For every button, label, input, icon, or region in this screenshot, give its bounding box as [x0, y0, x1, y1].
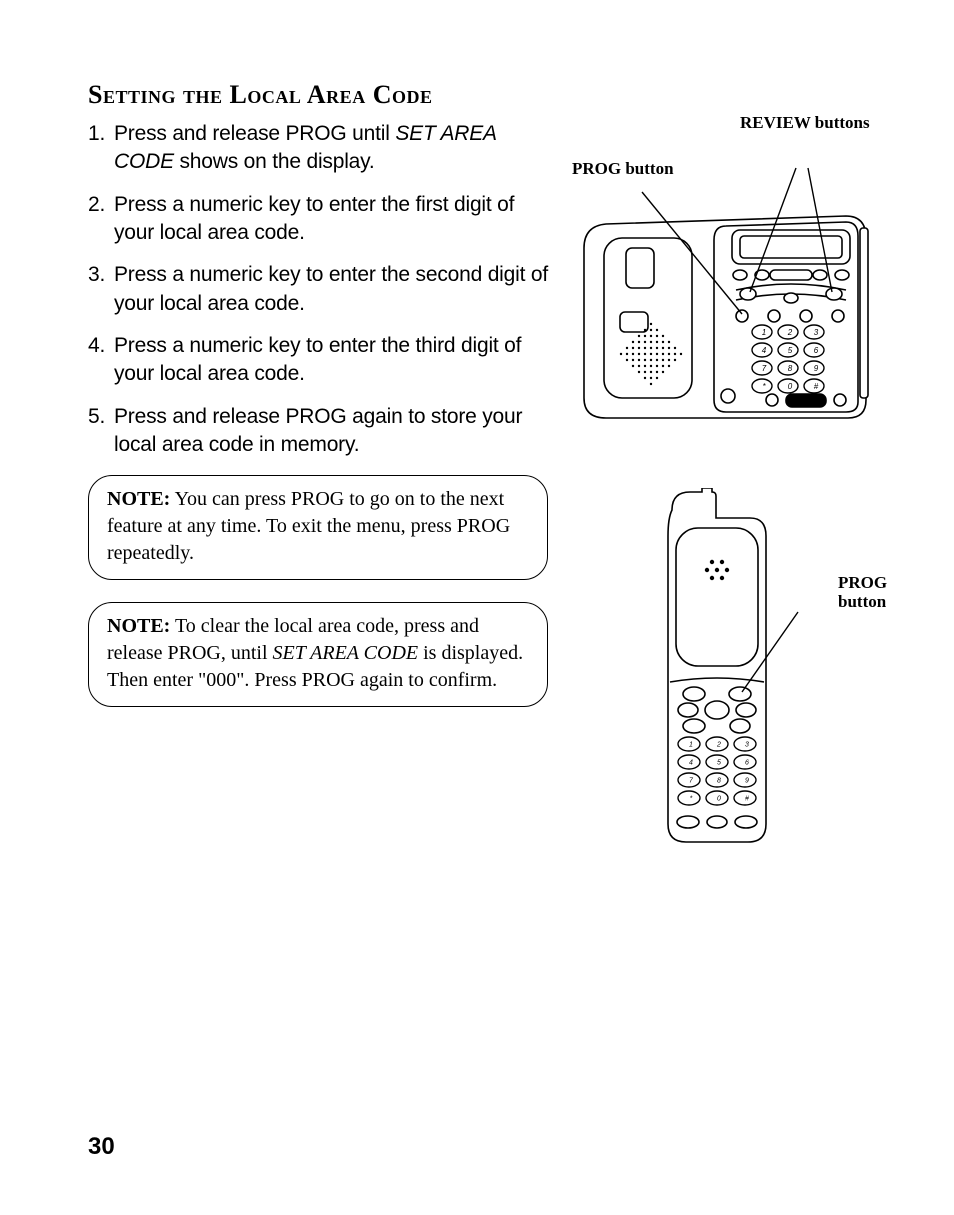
svg-text:6: 6: [745, 760, 749, 767]
svg-text:8: 8: [717, 778, 721, 785]
step-text-pre: Press and release PROG until: [114, 122, 395, 145]
svg-text:6: 6: [814, 346, 819, 355]
step-body: Press a numeric key to enter the first d…: [114, 191, 548, 248]
svg-text:*: *: [690, 796, 693, 803]
svg-text:#: #: [814, 382, 819, 391]
svg-text:3: 3: [745, 742, 749, 749]
svg-text:7: 7: [762, 364, 767, 373]
note-text-ital: SET AREA CODE: [273, 642, 419, 664]
svg-text:5: 5: [788, 346, 793, 355]
step-body: Press a numeric key to enter the third d…: [114, 332, 548, 389]
svg-text:0: 0: [788, 382, 793, 391]
right-column: REVIEW buttons PROG button: [576, 120, 876, 848]
left-column: 1. Press and release PROG until SET AREA…: [88, 120, 548, 707]
svg-text:4: 4: [762, 346, 767, 355]
step-num: 2.: [88, 191, 114, 248]
step-body: Press a numeric key to enter the second …: [114, 261, 548, 318]
step-num: 3.: [88, 261, 114, 318]
step-3: 3. Press a numeric key to enter the seco…: [88, 261, 548, 318]
svg-text:5: 5: [717, 760, 721, 767]
note-label: NOTE:: [107, 615, 170, 637]
svg-text:0: 0: [717, 796, 721, 803]
step-body: Press and release PROG until SET AREA CO…: [114, 120, 548, 177]
svg-text:2: 2: [787, 328, 793, 337]
svg-text:1: 1: [762, 328, 766, 337]
step-4: 4. Press a numeric key to enter the thir…: [88, 332, 548, 389]
handset-wrap: PROG button: [642, 488, 876, 848]
step-5: 5. Press and release PROG again to store…: [88, 403, 548, 460]
step-1: 1. Press and release PROG until SET AREA…: [88, 120, 548, 177]
content-row: 1. Press and release PROG until SET AREA…: [88, 120, 886, 848]
step-body: Press and release PROG again to store yo…: [114, 403, 548, 460]
base-unit-illustration: 123456789*0#: [576, 166, 876, 436]
step-text-post: shows on the display.: [174, 150, 375, 173]
svg-text:3: 3: [814, 328, 819, 337]
page-number: 30: [88, 1133, 115, 1161]
step-num: 1.: [88, 120, 114, 177]
step-2: 2. Press a numeric key to enter the firs…: [88, 191, 548, 248]
svg-text:8: 8: [788, 364, 793, 373]
prog-button-icon: [729, 687, 751, 701]
steps-list: 1. Press and release PROG until SET AREA…: [88, 120, 548, 459]
section-heading: Setting the Local Area Code: [88, 80, 886, 110]
svg-text:1: 1: [689, 742, 693, 749]
svg-text:2: 2: [716, 742, 721, 749]
handset-illustration: 123456789*0#: [642, 488, 802, 848]
svg-text:9: 9: [814, 364, 819, 373]
callout-review-buttons: REVIEW buttons: [740, 114, 884, 133]
svg-text:9: 9: [745, 778, 749, 785]
callout-line1: PROG: [838, 573, 887, 592]
note-box-1: NOTE: You can press PROG to go on to the…: [88, 475, 548, 580]
step-num: 5.: [88, 403, 114, 460]
note-label: NOTE:: [107, 488, 170, 510]
callout-line2: button: [838, 592, 886, 611]
callout-prog-button-base: PROG button: [572, 160, 692, 179]
svg-text:4: 4: [689, 760, 693, 767]
callout-prog-button-handset: PROG button: [838, 574, 918, 611]
step-num: 4.: [88, 332, 114, 389]
svg-text:#: #: [745, 796, 749, 803]
note-box-2: NOTE: To clear the local area code, pres…: [88, 602, 548, 707]
